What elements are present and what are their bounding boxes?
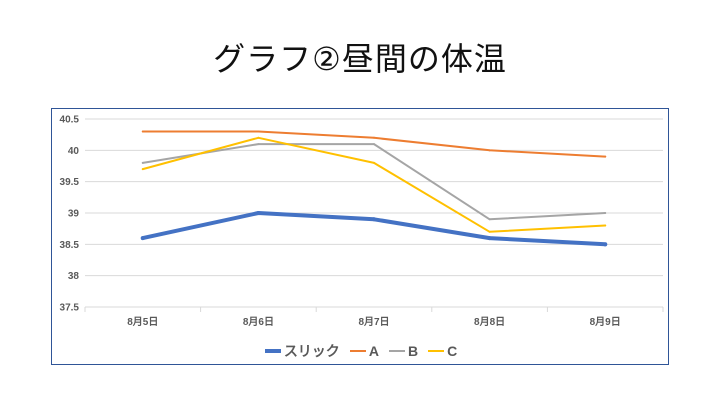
x-tick-label: 8月7日: [358, 316, 389, 328]
legend-item: スリック: [264, 341, 340, 361]
y-tick-label: 38.5: [60, 240, 80, 251]
data-point-series-1: [141, 130, 144, 133]
data-point-series-0: [487, 236, 492, 241]
legend-swatch: [428, 350, 445, 352]
data-point-series-1: [488, 149, 491, 152]
data-point-series-0: [603, 242, 608, 247]
legend-label: B: [407, 343, 419, 359]
data-point-series-0: [256, 211, 261, 215]
x-tick-label: 8月5日: [127, 316, 158, 328]
x-tick-label: 8月6日: [243, 316, 274, 328]
legend-swatch: [349, 350, 366, 352]
y-tick-label: 40: [68, 146, 80, 157]
y-tick-label: 37.5: [60, 303, 80, 314]
data-point-series-3: [141, 168, 144, 171]
slide-title: グラフ②昼間の体温: [213, 40, 507, 78]
x-tick-label: 8月8日: [474, 316, 505, 328]
data-point-series-0: [140, 236, 145, 241]
legend-label: スリック: [283, 343, 340, 359]
data-point-series-0: [372, 217, 376, 222]
data-point-series-3: [373, 161, 375, 164]
chart-legend: スリック A B C: [52, 341, 670, 361]
data-point-series-3: [604, 224, 607, 227]
data-point-series-2: [257, 143, 260, 146]
data-point-series-2: [141, 161, 144, 164]
data-point-series-1: [373, 136, 375, 139]
legend-label: C: [447, 343, 458, 359]
data-point-series-2: [604, 212, 607, 214]
data-point-series-1: [257, 130, 260, 133]
y-tick-label: 38: [68, 271, 80, 282]
chart-plot: 37.5 38 38.5 39 39.5 40 40.5 8月5日 8月6日 8月7日 8月8日 8月…: [60, 115, 664, 328]
legend-item: B: [388, 343, 419, 359]
data-point-series-2: [488, 218, 491, 221]
legend-item: A: [349, 343, 379, 359]
data-point-series-2: [373, 143, 375, 146]
line-chart: 37.5 38 38.5 39 39.5 40 40.5 8月5日 8月6日 8月7日 8月8日 8月…: [51, 108, 669, 365]
y-tick-label: 39.5: [60, 177, 80, 188]
legend-swatch: [264, 349, 281, 353]
y-tick-label: 40.5: [60, 115, 80, 126]
legend-swatch: [388, 350, 405, 352]
x-tick-label: 8月9日: [590, 316, 621, 328]
y-tick-label: 39: [68, 209, 80, 220]
data-point-series-1: [604, 155, 607, 158]
data-point-series-3: [488, 230, 491, 233]
data-point-series-3: [257, 136, 260, 139]
legend-label: A: [368, 343, 379, 359]
legend-item: C: [428, 343, 457, 359]
